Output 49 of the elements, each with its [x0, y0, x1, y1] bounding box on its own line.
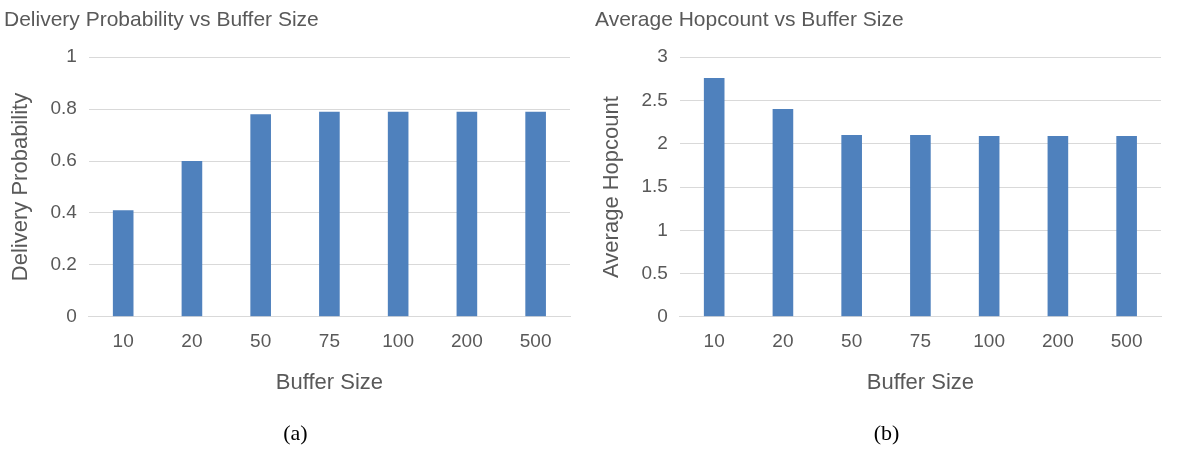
- y-tick-label: 0.4: [50, 201, 78, 223]
- x-tick-label: 200: [1042, 330, 1074, 352]
- x-tick-label: 20: [181, 330, 203, 352]
- bar: [978, 135, 1000, 317]
- y-tick-label: 2: [657, 131, 668, 153]
- bar: [112, 210, 134, 317]
- text: (a): [282, 420, 309, 446]
- y-tick-label: 0.5: [641, 261, 668, 283]
- y-axis-title: Average Hopcount: [598, 96, 624, 278]
- bar: [525, 111, 546, 317]
- chart-title: Delivery Probability vs Buffer Size: [4, 7, 319, 31]
- text: (b): [872, 420, 901, 446]
- bar: [319, 111, 340, 317]
- y-tick-label: 0.6: [50, 149, 77, 171]
- y-axis-title: Delivery Probability: [7, 92, 33, 282]
- bar: [250, 114, 271, 317]
- x-tick-label: 200: [451, 330, 483, 352]
- x-tick-label: 10: [703, 330, 725, 352]
- x-tick-label: 75: [318, 330, 340, 352]
- bar: [1047, 135, 1069, 317]
- bar: [841, 135, 862, 317]
- y-tick-label: 0.8: [50, 97, 77, 119]
- y-tick-label: 1.5: [641, 175, 668, 197]
- bar: [387, 111, 409, 317]
- x-axis-title: Buffer Size: [866, 368, 975, 394]
- bar: [1116, 135, 1137, 317]
- y-tick-label: 0: [66, 305, 77, 327]
- bar: [456, 111, 478, 317]
- y-tick-label: 2.5: [641, 88, 668, 110]
- y-tick-label: 0: [657, 305, 668, 327]
- x-tick-label: 500: [519, 330, 552, 352]
- bar: [772, 109, 794, 317]
- x-tick-label: 10: [112, 330, 134, 352]
- x-tick-label: 75: [909, 330, 931, 352]
- x-tick-label: 100: [382, 330, 414, 352]
- x-tick-label: 100: [973, 330, 1005, 352]
- x-tick-label: 20: [772, 330, 794, 352]
- y-tick-label: 3: [657, 45, 668, 67]
- x-tick-label: 50: [250, 330, 272, 352]
- x-tick-label: 50: [841, 330, 863, 352]
- y-tick-label: 1: [657, 218, 668, 240]
- bar: [910, 135, 931, 317]
- y-tick-label: 1: [66, 45, 77, 67]
- y-tick-label: 0.2: [50, 253, 77, 275]
- bar: [181, 161, 203, 317]
- bar: [703, 77, 725, 317]
- chart-title: Average Hopcount vs Buffer Size: [595, 7, 904, 31]
- x-tick-label: 500: [1110, 330, 1143, 352]
- x-axis-title: Buffer Size: [275, 368, 384, 394]
